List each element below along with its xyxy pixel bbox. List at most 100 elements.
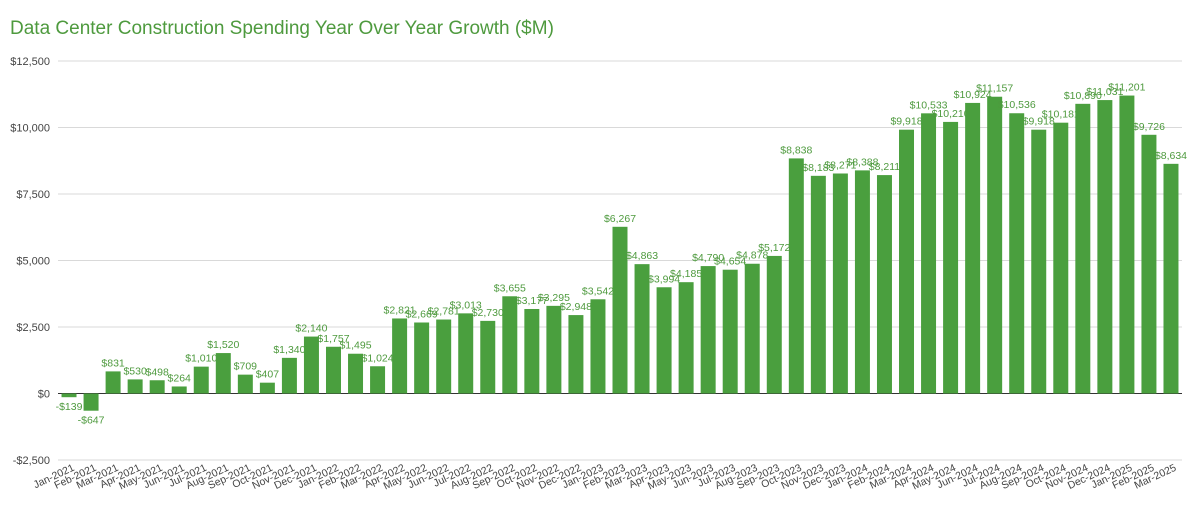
data-label: $4,185: [670, 268, 702, 280]
data-label: $10,924: [954, 89, 992, 101]
bar: [127, 379, 143, 394]
bar: [899, 129, 915, 394]
bar: [237, 374, 253, 394]
data-label: $831: [101, 357, 125, 369]
data-label: $10,536: [998, 99, 1036, 111]
data-label: $1,757: [317, 333, 349, 345]
data-label: $2,821: [384, 304, 416, 316]
bar: [193, 366, 209, 394]
data-label: $3,177: [516, 295, 548, 307]
data-label: $8,211: [869, 161, 900, 173]
bar: [83, 393, 99, 411]
y-tick-label: $5,000: [16, 256, 50, 268]
data-label: $10,533: [910, 99, 948, 111]
bar: [325, 346, 341, 394]
bar: [678, 282, 694, 394]
data-label: $2,730: [472, 307, 504, 319]
data-label: $10,890: [1064, 90, 1102, 102]
bar: [458, 313, 474, 394]
data-label: $264: [168, 372, 192, 384]
bar: [149, 380, 165, 394]
data-label: $4,654: [714, 256, 746, 268]
bar: [854, 170, 870, 394]
data-label: -$139: [56, 401, 83, 413]
data-label: $10,210: [932, 108, 970, 120]
data-label: $4,878: [736, 250, 768, 262]
data-label: $407: [256, 369, 280, 381]
y-tick-label: $12,500: [10, 56, 50, 68]
bar: [392, 318, 408, 394]
bar: [259, 382, 275, 394]
data-label: $11,201: [1108, 82, 1145, 94]
bar: [524, 308, 540, 394]
data-label: $2,669: [406, 309, 438, 321]
data-label: $1,340: [273, 344, 305, 356]
bar: [656, 287, 672, 394]
data-label: $498: [145, 366, 169, 378]
y-tick-label: $2,500: [16, 322, 50, 334]
bar: [1053, 122, 1069, 394]
bar: [612, 226, 628, 394]
bar: [965, 102, 981, 394]
bar: [1009, 113, 1025, 394]
bar: [1097, 100, 1113, 394]
bar: [171, 386, 187, 394]
data-label: $3,013: [450, 299, 482, 311]
bar: [436, 319, 452, 394]
bar: [876, 175, 892, 394]
data-label: $3,655: [494, 282, 526, 294]
data-label: $6,267: [604, 213, 636, 225]
bar: [921, 113, 937, 394]
bar: [634, 264, 650, 394]
bar: [480, 320, 496, 394]
bar: [105, 371, 121, 394]
bar: [1031, 129, 1047, 394]
data-label: $8,183: [802, 162, 834, 174]
bar: [788, 158, 804, 394]
data-label: $8,838: [780, 144, 812, 156]
chart-title: Data Center Construction Spending Year O…: [10, 18, 554, 39]
bar: [832, 173, 848, 394]
bar: [568, 315, 584, 394]
data-label: $11,157: [976, 83, 1013, 95]
data-label: $4,863: [626, 250, 658, 262]
bar: [943, 121, 959, 394]
data-label: $9,918: [890, 116, 922, 128]
data-label: $2,948: [560, 301, 592, 313]
bar: [546, 305, 562, 394]
bar: [61, 393, 77, 398]
bar: [590, 299, 606, 394]
y-tick-label: $7,500: [16, 189, 50, 201]
bar: [414, 322, 430, 394]
data-label: $2,781: [428, 306, 460, 318]
bar: [744, 263, 760, 394]
bar: [348, 353, 364, 394]
data-label: $8,388: [846, 156, 878, 168]
y-tick-label: $10,000: [10, 123, 50, 135]
bar: [1119, 95, 1135, 394]
data-label: $8,271: [824, 159, 856, 171]
data-label: $3,542: [582, 285, 614, 297]
bar: [810, 175, 826, 394]
bar: [370, 366, 386, 394]
data-label: $4,790: [692, 252, 724, 264]
data-label: $3,295: [538, 292, 570, 304]
data-label: $11,031: [1086, 86, 1123, 98]
data-label: $1,010: [185, 353, 217, 365]
data-label: $5,172: [758, 242, 790, 254]
bar: [700, 266, 716, 394]
bar: [281, 357, 297, 394]
bar: [766, 255, 782, 394]
data-label: $709: [234, 361, 258, 373]
bar: [987, 96, 1003, 394]
y-tick-label: -$2,500: [13, 455, 50, 467]
data-label: $8,634: [1155, 150, 1187, 162]
bar: [1141, 134, 1157, 394]
bar: [1075, 103, 1091, 394]
bar: [1163, 163, 1179, 394]
data-label: $10,181: [1042, 109, 1080, 121]
data-label: -$647: [78, 415, 105, 427]
data-label: $2,140: [295, 323, 327, 335]
